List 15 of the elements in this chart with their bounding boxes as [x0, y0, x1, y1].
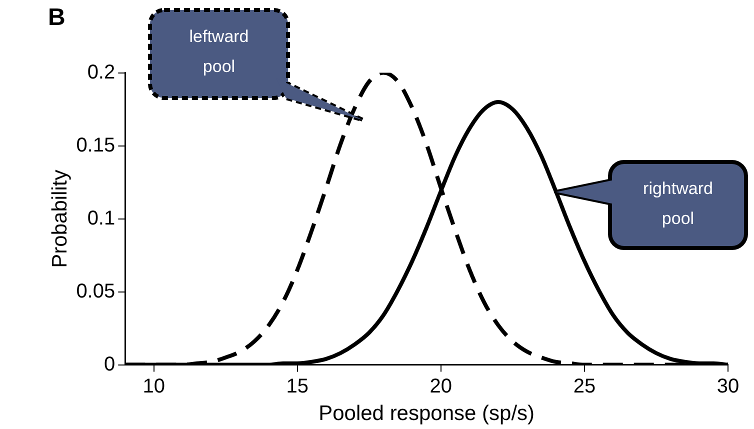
- y-tick-label: 0.15: [76, 134, 116, 156]
- x-tick-label: 20: [430, 375, 452, 398]
- chart-title: B: [48, 4, 66, 32]
- y-axis-title: Probability: [48, 169, 72, 268]
- y-tick-label: 0: [104, 353, 116, 376]
- x-tick-label: 10: [142, 375, 165, 398]
- y-tick-label: 0.1: [87, 207, 116, 230]
- x-tick-label: 25: [573, 375, 596, 398]
- y-tick-label: 0.2: [87, 61, 116, 84]
- annotation: leftward pool: [188, 26, 250, 78]
- x-tick-label: 15: [286, 375, 308, 398]
- y-tick-label: 0.05: [76, 280, 116, 302]
- x-tick-label: 30: [716, 375, 740, 398]
- annotation: rightward pool: [642, 178, 714, 230]
- x-axis-title: Pooled response (sp/s): [318, 402, 535, 426]
